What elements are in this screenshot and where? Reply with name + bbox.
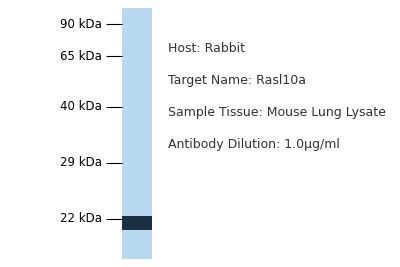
Text: Target Name: Rasl10a: Target Name: Rasl10a <box>168 74 306 87</box>
Text: 65 kDa: 65 kDa <box>60 50 102 62</box>
Text: 90 kDa: 90 kDa <box>60 18 102 30</box>
Bar <box>122 8 152 259</box>
Text: Sample Tissue: Mouse Lung Lysate: Sample Tissue: Mouse Lung Lysate <box>168 106 386 119</box>
Text: Host: Rabbit: Host: Rabbit <box>168 42 245 54</box>
Text: 40 kDa: 40 kDa <box>60 100 102 113</box>
Bar <box>122 216 152 230</box>
Text: Antibody Dilution: 1.0μg/ml: Antibody Dilution: 1.0μg/ml <box>168 138 340 151</box>
Text: 29 kDa: 29 kDa <box>60 156 102 169</box>
Text: 22 kDa: 22 kDa <box>60 213 102 225</box>
